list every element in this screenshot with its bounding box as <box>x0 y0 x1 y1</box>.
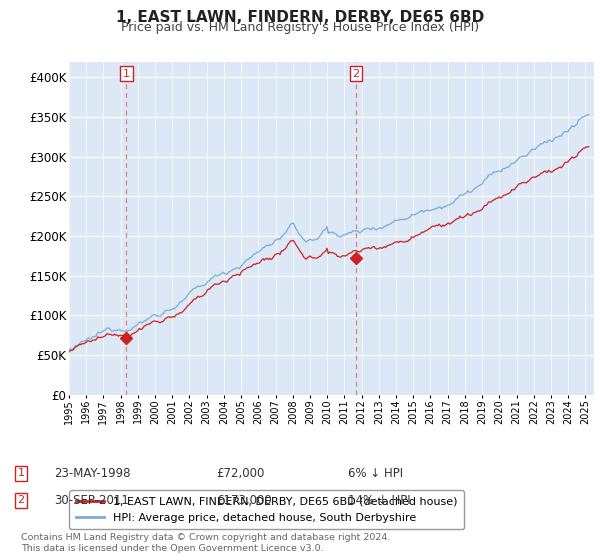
Text: 1: 1 <box>17 468 25 478</box>
Text: 23-MAY-1998: 23-MAY-1998 <box>54 466 131 480</box>
Text: 1, EAST LAWN, FINDERN, DERBY, DE65 6BD: 1, EAST LAWN, FINDERN, DERBY, DE65 6BD <box>116 10 484 25</box>
Text: Contains HM Land Registry data © Crown copyright and database right 2024.
This d: Contains HM Land Registry data © Crown c… <box>21 533 391 553</box>
Text: 30-SEP-2011: 30-SEP-2011 <box>54 493 129 507</box>
Text: 6% ↓ HPI: 6% ↓ HPI <box>348 466 403 480</box>
Text: Price paid vs. HM Land Registry's House Price Index (HPI): Price paid vs. HM Land Registry's House … <box>121 21 479 34</box>
Text: 14% ↓ HPI: 14% ↓ HPI <box>348 493 410 507</box>
Text: 2: 2 <box>352 68 359 78</box>
Legend: 1, EAST LAWN, FINDERN, DERBY, DE65 6BD (detached house), HPI: Average price, det: 1, EAST LAWN, FINDERN, DERBY, DE65 6BD (… <box>70 491 464 529</box>
Text: £72,000: £72,000 <box>216 466 265 480</box>
Text: 1: 1 <box>123 68 130 78</box>
Text: 2: 2 <box>17 495 25 505</box>
Text: £173,000: £173,000 <box>216 493 272 507</box>
